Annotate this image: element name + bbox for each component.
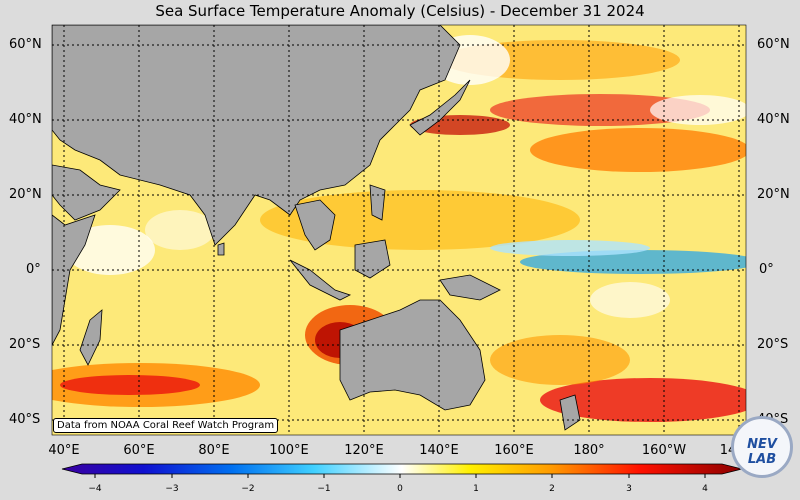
lon-label-160w: 160°W xyxy=(641,443,687,458)
africa-landmass xyxy=(52,214,96,346)
madagascar xyxy=(79,309,103,366)
borneo-landmass xyxy=(354,239,391,279)
map-title: Sea Surface Temperature Anomaly (Celsius… xyxy=(155,2,645,20)
philippines-landmass xyxy=(369,184,386,221)
lat-label-20n-left: 20°N xyxy=(9,187,42,202)
japan-landmass xyxy=(409,79,471,136)
lon-label-60e: 60°E xyxy=(123,443,155,458)
colorbar-tick-label: 2 xyxy=(549,484,555,494)
lat-label-20s-right: 20°S xyxy=(757,337,789,352)
colorbar-tick-label: −1 xyxy=(317,484,331,494)
lat-label-40n-right: 40°N xyxy=(757,112,790,127)
colorbar xyxy=(61,463,743,478)
lat-label-60n-right: 60°N xyxy=(757,37,790,52)
lat-label-eq-left: 0° xyxy=(26,262,41,277)
arabia-landmass xyxy=(52,164,121,221)
new-guinea-landmass xyxy=(439,274,501,301)
map-frame xyxy=(51,24,747,436)
lat-label-60n-left: 60°N xyxy=(9,37,42,52)
lon-label-100e: 100°E xyxy=(269,443,309,458)
lat-label-40n-left: 40°N xyxy=(9,112,42,127)
asia-landmass xyxy=(52,25,461,246)
indonesia-landmass xyxy=(289,259,352,301)
indochina-landmass xyxy=(294,199,336,251)
lat-label-20n-right: 20°N xyxy=(757,187,790,202)
colorbar-tick-label: 1 xyxy=(473,484,479,494)
australia-landmass xyxy=(339,299,486,411)
graticule xyxy=(52,25,746,435)
colorbar-tick-label: 4 xyxy=(702,484,708,494)
lon-label-180: 180° xyxy=(573,443,605,458)
colorbar-ticks xyxy=(94,474,706,478)
sri-lanka xyxy=(217,242,225,256)
lon-label-40e: 40°E xyxy=(48,443,80,458)
colorbar-tick-label: −4 xyxy=(88,484,102,494)
lon-label-140e: 140°E xyxy=(419,443,459,458)
lat-label-20s-left: 20°S xyxy=(9,337,41,352)
nevlab-logo[interactable]: NEV LAB xyxy=(731,416,793,478)
lat-label-40s-left: 40°S xyxy=(9,412,41,427)
lon-label-120e: 120°E xyxy=(344,443,384,458)
colorbar-bar xyxy=(61,463,743,475)
lat-label-eq-right: 0° xyxy=(759,262,774,277)
colorbar-tick-label: 0 xyxy=(397,484,403,494)
lon-label-160e: 160°E xyxy=(494,443,534,458)
colorbar-tick-label: −3 xyxy=(165,484,179,494)
colorbar-tick-label: −2 xyxy=(241,484,255,494)
land-masses xyxy=(52,25,581,431)
logo-text: NEV LAB xyxy=(747,437,777,467)
data-credit-label: Data from NOAA Coral Reef Watch Program xyxy=(53,418,279,433)
colorbar-tick-label: 3 xyxy=(626,484,632,494)
lon-label-80e: 80°E xyxy=(198,443,230,458)
